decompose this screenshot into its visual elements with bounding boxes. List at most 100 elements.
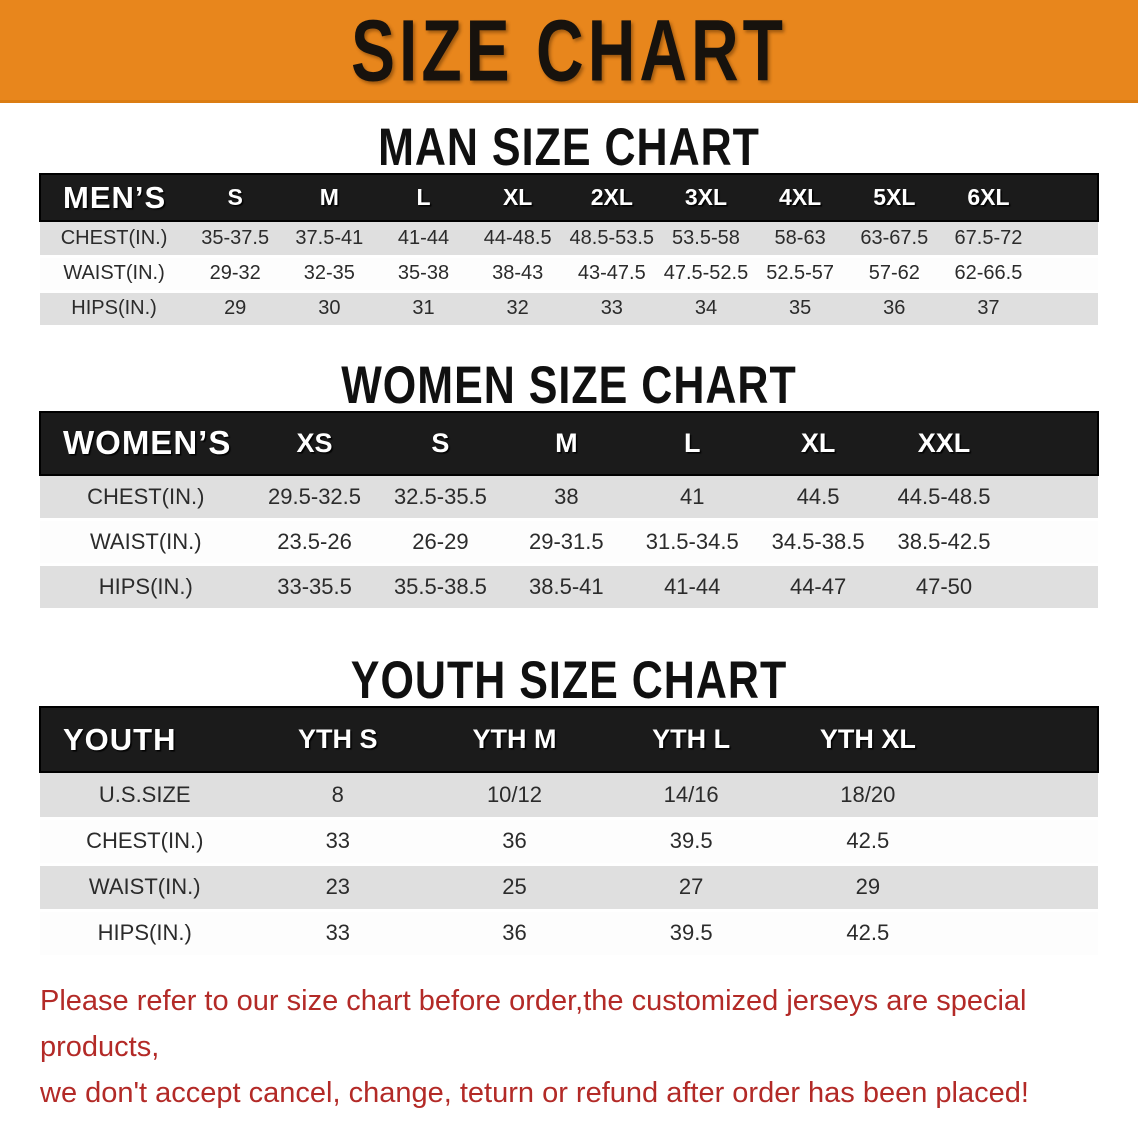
men-row-label: CHEST(IN.) (60, 226, 168, 249)
men-size-header: 4XL (779, 184, 822, 210)
spacer-cell (956, 864, 1098, 910)
youth-size-value: 33 (325, 828, 351, 853)
spacer-cell (1036, 174, 1098, 221)
men-size-value: 57-62 (868, 262, 920, 284)
order-note-line-1: Please refer to our size chart before or… (40, 984, 1027, 1063)
men-size-value: 36 (883, 297, 906, 319)
order-note-line-2: we don't accept cancel, change, teturn o… (40, 1076, 1029, 1109)
men-size-value: 43-47.5 (577, 262, 646, 284)
women-size-table: WOMEN’S XS S M L XL XXL CHEST(IN.) 29.5-32.5 32.… (39, 411, 1099, 612)
men-size-value: 30 (318, 297, 341, 319)
youth-size-chart-heading-text: YOUTH SIZE CHART (350, 651, 788, 711)
men-size-header: S (227, 184, 243, 210)
men-size-value: 35-37.5 (201, 226, 270, 249)
spacer-cell (1036, 291, 1098, 326)
men-size-header: XL (502, 184, 533, 210)
men-size-value: 53.5-58 (672, 226, 740, 249)
spacer-cell (956, 818, 1098, 864)
youth-size-value: 39.5 (669, 828, 713, 853)
women-size-value: 44.5-48.5 (897, 483, 991, 509)
youth-table-row: CHEST(IN.) 33 36 39.5 42.5 (40, 818, 1098, 864)
youth-size-value: 14/16 (663, 781, 719, 807)
spacer-cell (1036, 256, 1098, 291)
youth-size-table: YOUTH YTH S YTH M YTH L YTH XL U.S.SIZE 8 10/1… (39, 706, 1099, 958)
youth-size-value: 23 (325, 874, 351, 899)
men-size-table: MEN’S S M L XL 2XL 3XL 4XL 5XL 6XL CHEST(IN.) 35-3… (39, 173, 1099, 328)
women-row-label: HIPS(IN.) (98, 574, 193, 599)
spacer-cell (1007, 475, 1098, 520)
youth-size-value: 36 (502, 920, 527, 945)
youth-size-value: 10/12 (486, 781, 542, 807)
youth-size-value: 42.5 (846, 828, 890, 853)
men-table-row: HIPS(IN.) 29 30 31 32 33 34 35 36 37 (40, 291, 1098, 326)
men-size-value: 38-43 (492, 262, 544, 284)
youth-size-value: 18/20 (840, 781, 896, 807)
women-table-row: WAIST(IN.) 23.5-26 26-29 29-31.5 31.5-34.5 34… (40, 519, 1098, 565)
women-header-row: WOMEN’S XS S M L XL XXL (40, 411, 1098, 475)
youth-size-value: 36 (502, 828, 527, 853)
women-table-row: CHEST(IN.) 29.5-32.5 32.5-35.5 38 41 44.5 44.5… (40, 474, 1098, 520)
men-size-value: 29-32 (209, 262, 261, 284)
men-size-value: 35 (789, 297, 812, 319)
men-size-header: L (416, 184, 431, 210)
men-size-value: 37 (977, 297, 1000, 319)
women-size-value: 33-35.5 (277, 574, 352, 599)
women-size-header: XXL (917, 427, 971, 458)
youth-row-label: CHEST(IN.) (86, 828, 204, 853)
spacer-cell (956, 910, 1098, 956)
men-size-value: 44-48.5 (483, 226, 552, 249)
men-size-value: 35-38 (397, 262, 450, 284)
spacer-cell (956, 707, 1098, 772)
size-chart-banner: SIZE CHART (0, 0, 1138, 103)
youth-table-row: WAIST(IN.) 23 25 27 29 (40, 864, 1098, 910)
youth-table-label: YOUTH (63, 721, 177, 757)
women-size-chart-heading-text: WOMEN SIZE CHART (341, 356, 797, 415)
men-size-value: 58-63 (774, 226, 826, 249)
youth-size-value: 29 (855, 874, 881, 899)
men-size-header: M (319, 184, 339, 210)
men-size-value: 67.5-72 (954, 226, 1023, 249)
women-size-value: 38.5-41 (529, 574, 604, 599)
women-table-row: HIPS(IN.) 33-35.5 35.5-38.5 38.5-41 41-44 44-… (40, 564, 1098, 610)
youth-header-row: YOUTH YTH S YTH M YTH L YTH XL (40, 707, 1098, 772)
size-chart-title: SIZE CHART (351, 1, 787, 99)
women-size-value: 32.5-35.5 (393, 483, 487, 509)
men-size-value: 31 (412, 297, 435, 319)
men-size-value: 37.5-41 (295, 226, 364, 249)
men-table-label: MEN’S (63, 179, 167, 215)
youth-row-label: WAIST(IN.) (88, 874, 201, 899)
women-size-value: 35.5-38.5 (393, 574, 487, 599)
youth-row-label: U.S.SIZE (98, 781, 191, 807)
women-size-value: 31.5-34.5 (645, 529, 739, 554)
youth-size-header: YTH M (472, 724, 557, 754)
men-size-value: 47.5-52.5 (663, 262, 749, 284)
youth-table-row: HIPS(IN.) 33 36 39.5 42.5 (40, 910, 1098, 956)
women-size-header: L (683, 427, 701, 458)
women-row-label: CHEST(IN.) (87, 483, 205, 509)
youth-size-chart-heading: YOUTH SIZE CHART (0, 652, 1138, 711)
man-size-chart-heading: MAN SIZE CHART (0, 119, 1138, 178)
women-size-value: 38.5-42.5 (897, 529, 991, 554)
men-header-row: MEN’S S M L XL 2XL 3XL 4XL 5XL 6XL (40, 174, 1098, 221)
men-table-row: CHEST(IN.) 35-37.5 37.5-41 41-44 44-48.5 48.5… (40, 221, 1098, 256)
women-size-value: 29-31.5 (529, 529, 604, 554)
women-size-chart-heading: WOMEN SIZE CHART (0, 356, 1138, 415)
women-row-label: WAIST(IN.) (89, 529, 202, 554)
order-note: Please refer to our size chart before or… (40, 978, 1098, 1116)
women-size-header: XS (296, 427, 333, 458)
men-size-header: 3XL (684, 184, 728, 210)
spacer-cell (1036, 221, 1098, 256)
men-size-value: 63-67.5 (860, 226, 929, 249)
youth-size-header: YTH L (652, 724, 731, 754)
women-size-header: S (431, 427, 450, 458)
women-size-value: 23.5-26 (277, 529, 352, 554)
man-size-chart-heading-text: MAN SIZE CHART (378, 118, 760, 178)
youth-table-row: U.S.SIZE 8 10/12 14/16 18/20 (40, 772, 1098, 818)
men-size-value: 41-44 (397, 226, 450, 249)
women-size-value: 41-44 (664, 574, 721, 599)
youth-size-value: 27 (678, 874, 704, 899)
youth-size-header: YTH XL (819, 724, 916, 754)
men-size-value: 52.5-57 (766, 262, 835, 284)
men-size-value: 34 (694, 297, 718, 319)
youth-size-value: 25 (502, 874, 527, 899)
